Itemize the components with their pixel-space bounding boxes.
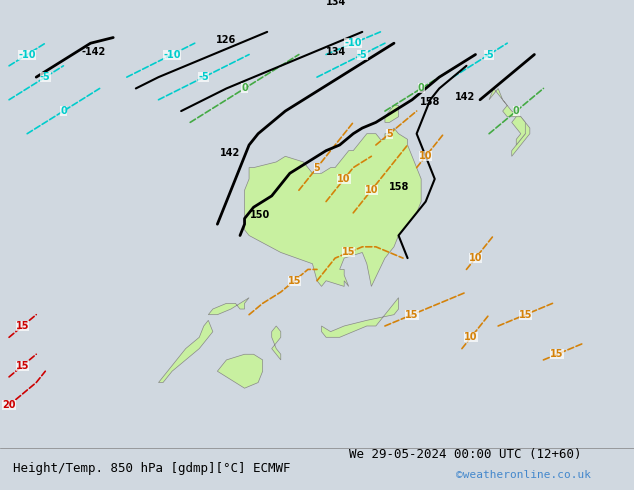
Text: -10: -10 xyxy=(18,49,36,59)
Polygon shape xyxy=(321,298,399,337)
Text: 150: 150 xyxy=(250,210,270,220)
Text: 142: 142 xyxy=(220,148,240,158)
Text: 10: 10 xyxy=(469,253,482,263)
Text: We 29-05-2024 00:00 UTC (12+60): We 29-05-2024 00:00 UTC (12+60) xyxy=(349,447,581,461)
Text: -10: -10 xyxy=(344,38,362,48)
Text: -5: -5 xyxy=(484,49,495,59)
Text: 15: 15 xyxy=(550,349,564,359)
Text: 15: 15 xyxy=(405,310,419,319)
Text: 0: 0 xyxy=(241,83,248,94)
Polygon shape xyxy=(158,320,213,383)
Text: 142: 142 xyxy=(455,92,476,102)
Text: -5: -5 xyxy=(357,49,368,59)
Polygon shape xyxy=(512,117,526,145)
Text: -142: -142 xyxy=(82,47,106,56)
Text: 0: 0 xyxy=(513,106,520,116)
Text: Height/Temp. 850 hPa [gdmp][°C] ECMWF: Height/Temp. 850 hPa [gdmp][°C] ECMWF xyxy=(13,462,290,475)
Text: 126: 126 xyxy=(216,35,236,45)
Text: -10: -10 xyxy=(164,49,181,59)
Polygon shape xyxy=(217,354,262,388)
Text: 158: 158 xyxy=(420,98,441,107)
Text: 0: 0 xyxy=(60,106,67,116)
Text: 10: 10 xyxy=(337,174,351,184)
Text: 134: 134 xyxy=(326,47,346,56)
Text: 0: 0 xyxy=(418,83,425,94)
Text: 15: 15 xyxy=(16,361,29,370)
Text: 5: 5 xyxy=(386,129,393,139)
Text: 10: 10 xyxy=(365,185,378,195)
Polygon shape xyxy=(245,128,421,286)
Polygon shape xyxy=(385,105,399,122)
Text: 10: 10 xyxy=(419,151,432,161)
Text: -5: -5 xyxy=(198,72,209,82)
Text: 10: 10 xyxy=(464,332,478,343)
Polygon shape xyxy=(272,326,281,360)
Text: ©weatheronline.co.uk: ©weatheronline.co.uk xyxy=(456,470,592,480)
Text: 15: 15 xyxy=(16,321,29,331)
Text: -5: -5 xyxy=(40,72,51,82)
Text: 5: 5 xyxy=(314,163,320,172)
Text: 15: 15 xyxy=(288,276,301,286)
Polygon shape xyxy=(489,89,530,156)
Polygon shape xyxy=(209,298,249,315)
Text: 134: 134 xyxy=(326,0,346,7)
Text: 15: 15 xyxy=(519,310,532,319)
Text: 15: 15 xyxy=(342,247,356,257)
Text: 20: 20 xyxy=(3,400,16,410)
Text: 158: 158 xyxy=(389,182,409,192)
